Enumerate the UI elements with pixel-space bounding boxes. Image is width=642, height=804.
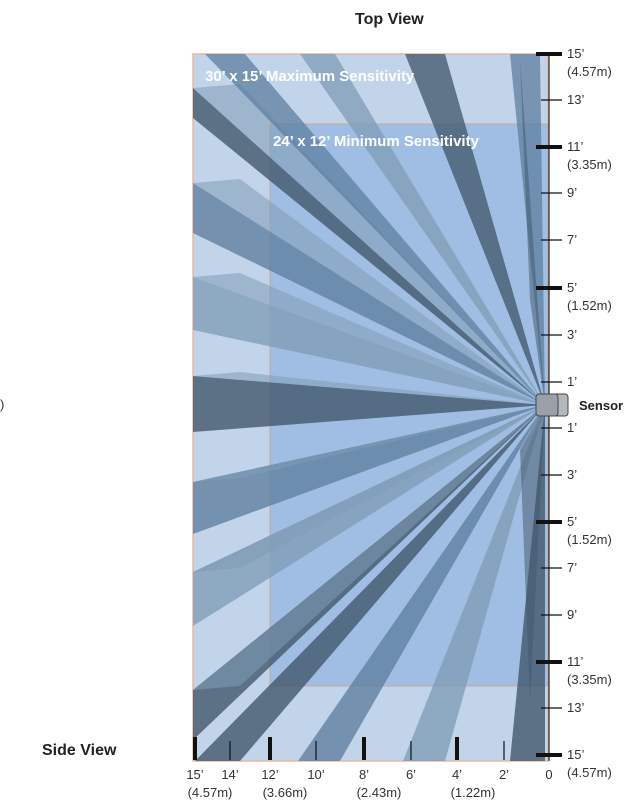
beam-left-shadow-2 [193,179,545,405]
bottom-tick-label: 10’ [307,767,324,782]
bottom-metric-label: (2.43m) [357,785,402,800]
beam-left-shadow-4 [193,372,545,405]
beam-top-1 [205,54,545,405]
beam-left-7 [193,405,545,740]
right-tick-label: 1’ [567,420,577,435]
beam-bottom-1 [195,405,545,761]
beam-sliver-1 [520,60,545,405]
bottom-tick-label: 8’ [359,767,369,782]
right-tick-label: 7’ [567,560,577,575]
right-tick-label: 5’ [567,514,577,529]
bottom-tick-label: 15’ [186,767,203,782]
right-tick-label: 15’ [567,747,584,762]
beam-top-2 [300,54,545,405]
max-zone-label: 30’ x 15’ Maximum Sensitivity [205,68,415,85]
right-tick-label: 13’ [567,92,584,107]
bottom-scale: 15’ 14’ 12’ 10’ 8’ 6’ 4’ 2’ 0 (4.57m) (3.66m) (2.43… [186,737,553,800]
right-tick-label: 5’ [567,280,577,295]
beam-bottom-2 [298,405,545,761]
right-tick-label: 7’ [567,232,577,247]
beam-left-shadow-3 [193,273,545,405]
bottom-tick-label: 0 [545,767,552,782]
right-tick-metric: (1.52m) [567,532,612,547]
right-tick-label: 13’ [567,700,584,715]
right-tick-label: 15’ [567,46,584,61]
beam-top-3 [405,54,545,405]
right-tick-metric: (4.57m) [567,64,612,79]
right-tick-label: 3’ [567,467,577,482]
edge-mark: ) [0,397,4,412]
sensor-label: Sensor [579,398,623,413]
right-tick-metric: (1.52m) [567,298,612,313]
bottom-tick-label: 6’ [406,767,416,782]
bottom-metric-label: (3.66m) [263,785,308,800]
beam-left-shadow-6 [193,405,545,572]
bottom-tick-label: 14’ [221,767,238,782]
right-tick-label: 3’ [567,327,577,342]
right-tick-label: 1’ [567,374,577,389]
bottom-metric-label: (1.22m) [451,785,496,800]
right-tick-label: 9’ [567,185,577,200]
bottom-tick-label: 2’ [499,767,509,782]
top-view-title: Top View [355,11,424,28]
right-tick-label: 11’ [567,654,583,669]
side-view-title: Side View [42,742,117,759]
right-tick-metric: (3.35m) [567,157,612,172]
bottom-tick-label: 4’ [452,767,462,782]
right-tick-label: 9’ [567,607,577,622]
beam-left-5 [193,405,545,534]
min-zone-label: 24’ x 12’ Minimum Sensitivity [273,133,480,150]
beam-left-6 [193,405,545,626]
bottom-metric-label: (4.57m) [188,785,233,800]
right-tick-label: 11’ [567,139,583,154]
beam-left-shadow-1 [193,84,545,405]
right-scale: 15’ (4.57m) 13’ 11’ (3.35m) 9’ 7’ 5’ (1.52m) 3’ 1’… [536,46,612,780]
detection-beams [193,54,545,761]
right-tick-metric: (3.35m) [567,672,612,687]
bottom-tick-label: 12’ [261,767,278,782]
beam-bottom-3 [403,405,545,761]
beam-left-4 [193,376,545,432]
beam-left-shadow-7 [193,405,545,690]
beam-sliver-2 [520,405,545,700]
sensor-icon [535,393,569,417]
beam-left-shadow-5 [193,405,545,482]
right-tick-metric: (4.57m) [567,765,612,780]
